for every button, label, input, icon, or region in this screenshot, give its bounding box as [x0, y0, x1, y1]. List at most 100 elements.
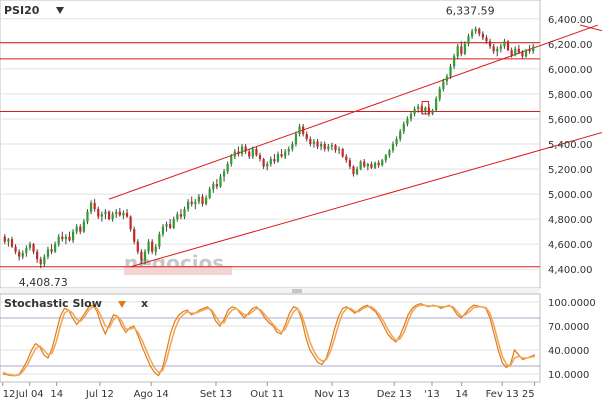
indicator-header[interactable]: Stochastic Slow x: [4, 297, 148, 310]
highlight-box: [421, 100, 430, 115]
candle-up: [219, 176, 222, 187]
candle-up: [226, 164, 229, 172]
x-tick-label: 12: [3, 389, 16, 400]
candle-up: [402, 123, 405, 132]
price-header[interactable]: PSI20: [4, 4, 64, 17]
price-y-tick-label: 4,600.00: [548, 240, 593, 251]
candle-down: [280, 154, 283, 157]
candle-up: [320, 144, 323, 147]
price-y-tick-label: 6,400.00: [548, 15, 593, 26]
candle-down: [179, 214, 183, 217]
candle-up: [435, 98, 438, 111]
indicator-close-icon[interactable]: x: [141, 297, 148, 310]
candle-up: [269, 159, 272, 165]
symbol-label[interactable]: PSI20: [4, 4, 40, 17]
candle-up: [204, 197, 208, 205]
indicator-dropdown-icon[interactable]: [118, 301, 126, 308]
candle-down: [50, 249, 53, 252]
price-y-tick-label: 4,400.00: [548, 265, 593, 276]
candle-up: [355, 169, 359, 175]
candle-down: [118, 211, 121, 216]
candle-down: [32, 244, 35, 252]
candle-up: [284, 151, 287, 157]
price-y-axis: 6,400.00 6,200.00 6,000.00 5,800.00 5,600.00…: [548, 15, 593, 276]
price-panel: negocios 6,400.00 6,200.00 6,000.00 5,800.0…: [0, 0, 602, 289]
candle-up: [399, 131, 402, 139]
x-tick-label: Jul 04: [15, 389, 44, 400]
candle-up: [409, 113, 413, 119]
candle-up: [524, 50, 528, 57]
trend-line: [108, 24, 599, 200]
candle-up: [445, 76, 449, 82]
candle-down: [237, 151, 240, 155]
candle-up: [251, 149, 254, 157]
candle-up: [373, 162, 377, 168]
candle-up: [208, 189, 211, 198]
candle-down: [341, 149, 344, 157]
candle-down: [345, 156, 348, 161]
candle-down: [248, 151, 251, 157]
candle-up: [161, 226, 165, 235]
candle-down: [510, 50, 513, 56]
candle-down: [36, 251, 39, 260]
candle-up: [327, 146, 330, 150]
stochastic-y-tick-label: 70.0000: [548, 322, 589, 333]
candle-up: [86, 211, 89, 222]
candle-down: [39, 259, 42, 265]
candle-up: [453, 56, 456, 67]
candle-up: [391, 144, 395, 151]
x-tick-label: 25: [522, 389, 535, 400]
candle-up: [75, 226, 78, 232]
candle-up: [330, 145, 334, 147]
price-y-tick-label: 6,200.00: [548, 40, 593, 51]
panel-splitter[interactable]: [0, 288, 540, 294]
indicator-label[interactable]: Stochastic Slow: [4, 297, 102, 310]
candle-down: [485, 37, 488, 42]
symbol-dropdown-icon[interactable]: [56, 7, 64, 14]
candle-down: [140, 251, 143, 261]
candle-up: [337, 149, 341, 151]
x-tick-label: Set 13: [200, 389, 232, 400]
candle-up: [158, 234, 161, 247]
candle-down: [136, 241, 139, 252]
candle-down: [352, 166, 355, 175]
candle-up: [266, 164, 269, 167]
candle-up: [384, 155, 387, 161]
candle-up: [147, 241, 150, 252]
candle-up: [176, 214, 179, 220]
candle-down: [316, 141, 319, 147]
x-tick-label: 14: [455, 389, 468, 400]
candle-up: [298, 126, 301, 134]
candle-down: [125, 212, 129, 217]
candle-up: [276, 154, 280, 162]
candle-up: [240, 146, 244, 155]
candle-up: [122, 212, 125, 216]
candle-up: [143, 251, 147, 261]
candle-up: [21, 252, 24, 257]
candle-up: [111, 214, 114, 220]
candle-up: [197, 196, 201, 202]
candle-up: [413, 108, 416, 114]
candle-down: [255, 149, 258, 156]
candle-up: [366, 164, 369, 167]
candle-up: [449, 66, 452, 77]
candle-up: [291, 144, 294, 150]
candle-up: [467, 36, 470, 44]
candle-down: [61, 236, 64, 240]
x-tick-label: '13: [424, 389, 439, 400]
price-y-tick-label: 4,800.00: [548, 215, 593, 226]
candle-down: [363, 161, 366, 167]
candle-down: [528, 50, 531, 52]
candle-up: [381, 160, 384, 166]
candle-down: [377, 162, 380, 166]
low-annotation: 4,408.73: [19, 276, 68, 289]
candle-up: [57, 236, 60, 245]
candle-down: [323, 144, 326, 150]
candle-up: [359, 161, 362, 170]
candle-down: [348, 160, 351, 167]
candle-down: [190, 201, 193, 205]
price-y-tick-label: 5,000.00: [548, 190, 593, 201]
candle-up: [499, 46, 502, 49]
